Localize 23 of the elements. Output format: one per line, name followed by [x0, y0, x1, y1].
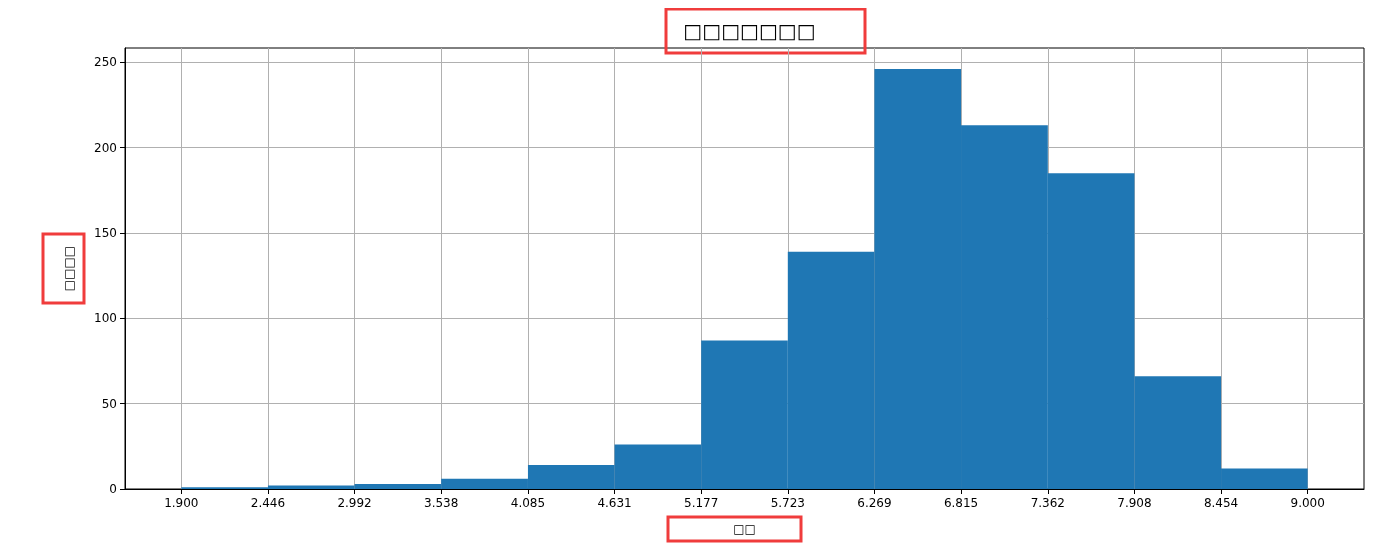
y-tick-label: 200: [94, 140, 117, 155]
x-tick-label: 6.815: [943, 496, 979, 510]
x-tick-label: 4.085: [510, 496, 546, 510]
x-tick-label: 7.362: [1030, 496, 1065, 510]
x-tick-label: 9.000: [1290, 496, 1325, 510]
x-tick-label: 8.454: [1203, 496, 1239, 510]
x-tick-label: 2.992: [337, 496, 372, 510]
y-tick-label: 250: [94, 55, 117, 70]
x-tick-label: 5.177: [684, 496, 719, 510]
y-tick-label: 150: [94, 225, 117, 240]
x-tick-label: 3.538: [424, 496, 459, 510]
x-tick-label: 1.900: [164, 496, 199, 510]
y-axis-title: □□□□: [62, 245, 76, 292]
y-tick-label: 0: [109, 482, 117, 496]
y-tick-label: 100: [94, 311, 117, 326]
x-tick-label: 7.908: [1117, 496, 1152, 510]
x-tick-label: 6.269: [857, 496, 892, 510]
x-axis-title: □□: [733, 522, 756, 536]
chart-title: □□□□□□□: [683, 19, 816, 43]
x-tick-label: 2.446: [250, 496, 286, 510]
x-tick-label: 4.631: [597, 496, 632, 510]
x-tick-label: 5.723: [770, 496, 805, 510]
y-tick-label: 50: [101, 396, 117, 411]
